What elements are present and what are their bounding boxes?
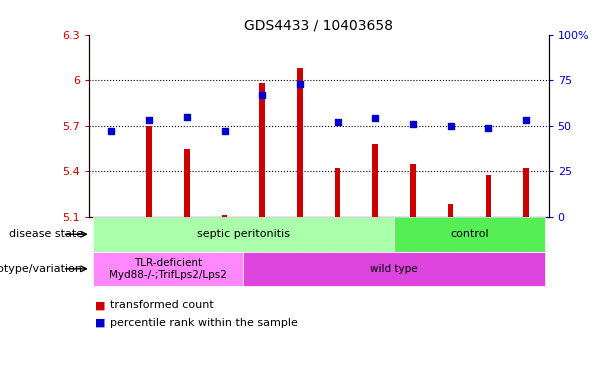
Text: ■: ■ (95, 300, 105, 310)
Point (295, 81, 305, 87)
Point (107, 128, 116, 134)
Bar (222, 215, 227, 217)
Point (182, 114, 192, 120)
Text: wild type: wild type (370, 264, 418, 274)
Text: septic peritonitis: septic peritonitis (197, 229, 290, 239)
Text: disease state: disease state (9, 229, 83, 239)
Bar (259, 83, 265, 217)
Text: transformed count: transformed count (110, 300, 214, 310)
Point (521, 117, 531, 123)
Point (484, 124, 493, 131)
Bar (93, 217, 394, 252)
Point (446, 123, 455, 129)
Point (257, 92, 267, 98)
Point (370, 116, 380, 122)
Bar (373, 144, 378, 217)
Bar (524, 168, 529, 217)
Point (144, 117, 154, 123)
Bar (410, 164, 416, 217)
Text: control: control (450, 229, 489, 239)
Bar (335, 168, 340, 217)
Text: percentile rank within the sample: percentile rank within the sample (110, 318, 298, 328)
Bar (448, 204, 454, 217)
Bar (394, 217, 545, 252)
Point (333, 119, 343, 125)
Title: GDS4433 / 10403658: GDS4433 / 10403658 (244, 18, 394, 32)
Bar (93, 252, 243, 286)
Bar (297, 68, 303, 217)
Bar (147, 126, 152, 217)
Bar (485, 175, 491, 217)
Bar (243, 252, 545, 286)
Text: TLR-deficient
Myd88-/-;TrifLps2/Lps2: TLR-deficient Myd88-/-;TrifLps2/Lps2 (109, 258, 227, 280)
Text: genotype/variation: genotype/variation (0, 264, 83, 274)
Bar (184, 149, 189, 217)
Text: ■: ■ (95, 318, 105, 328)
Point (219, 128, 229, 134)
Point (408, 121, 418, 127)
